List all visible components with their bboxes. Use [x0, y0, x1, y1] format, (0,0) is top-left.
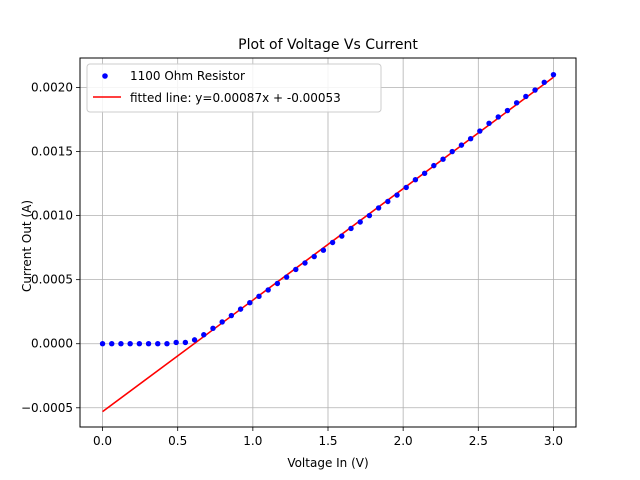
data-point [329, 239, 336, 246]
data-point [173, 339, 179, 346]
data-point [467, 136, 474, 142]
y-tick-label: −0.0005 [21, 401, 73, 415]
data-point [256, 293, 262, 300]
data-point [293, 266, 299, 273]
data-point [440, 156, 446, 162]
x-tick-label: 2.0 [394, 434, 413, 448]
data-point [191, 337, 198, 343]
data-point [348, 225, 354, 232]
data-point [302, 260, 308, 266]
data-point [523, 93, 529, 100]
x-axis-ticks: 0.0 0.5 1.0 1.5 2.0 2.5 3.0 [93, 427, 563, 448]
data-points-layer [99, 71, 557, 347]
data-point [99, 341, 106, 347]
data-point [458, 142, 465, 148]
x-tick-label: 0.5 [168, 434, 187, 448]
data-point [495, 114, 501, 120]
data-point [339, 233, 345, 239]
data-point [237, 306, 244, 312]
data-point [283, 274, 290, 280]
chart-title: Plot of Voltage Vs Current [238, 37, 418, 53]
data-point [504, 107, 511, 114]
data-point [486, 120, 492, 127]
data-point [421, 170, 428, 177]
data-point [366, 212, 373, 219]
data-point [477, 128, 483, 134]
x-tick-label: 0.0 [93, 434, 112, 448]
data-point [532, 87, 538, 93]
data-point [449, 148, 455, 155]
data-point [357, 219, 363, 225]
data-point [412, 177, 419, 183]
data-point [513, 100, 520, 106]
data-point [145, 341, 152, 347]
legend-label-resistor: 1100 Ohm Resistor [130, 69, 245, 83]
data-point [274, 280, 281, 287]
data-point [375, 205, 382, 211]
data-point [541, 79, 547, 86]
y-tick-label: 0.0010 [31, 209, 73, 223]
data-point [109, 341, 115, 347]
y-axis-ticks: −0.0005 0.0000 0.0005 0.0010 0.0015 0.0020 [21, 80, 80, 415]
data-point [210, 325, 216, 332]
data-point [247, 300, 253, 306]
data-point [385, 198, 391, 205]
data-point [219, 319, 225, 325]
legend-label-fitted-line: fitted line: y=0.00087x + -0.00053 [130, 91, 341, 105]
data-point [320, 247, 327, 253]
y-tick-label: 0.0020 [31, 80, 73, 94]
legend-box [86, 63, 382, 113]
data-point [155, 341, 161, 347]
data-point [265, 287, 271, 293]
x-tick-label: 2.5 [469, 434, 488, 448]
data-point [311, 253, 317, 260]
data-point [201, 332, 207, 338]
data-point [394, 192, 400, 198]
data-point [403, 184, 409, 191]
data-point [550, 71, 557, 78]
legend-marker-resistor [102, 73, 108, 79]
x-tick-label: 3.0 [544, 434, 563, 448]
data-point [127, 341, 133, 347]
legend: 1100 Ohm Resistor fitted line: y=0.00087… [86, 63, 382, 113]
x-axis-label: Voltage In (V) [287, 456, 368, 470]
y-tick-label: 0.0000 [31, 337, 73, 351]
data-point [118, 341, 124, 347]
y-axis-label: Current Out (A) [20, 200, 34, 292]
x-tick-label: 1.5 [318, 434, 337, 448]
y-tick-label: 0.0005 [31, 273, 73, 287]
data-point [228, 312, 235, 319]
grid [80, 58, 576, 427]
data-point [164, 341, 170, 347]
data-point [182, 339, 189, 346]
x-tick-label: 1.0 [243, 434, 262, 448]
data-point [136, 341, 143, 347]
data-point [431, 162, 437, 169]
y-tick-label: 0.0015 [31, 145, 73, 159]
